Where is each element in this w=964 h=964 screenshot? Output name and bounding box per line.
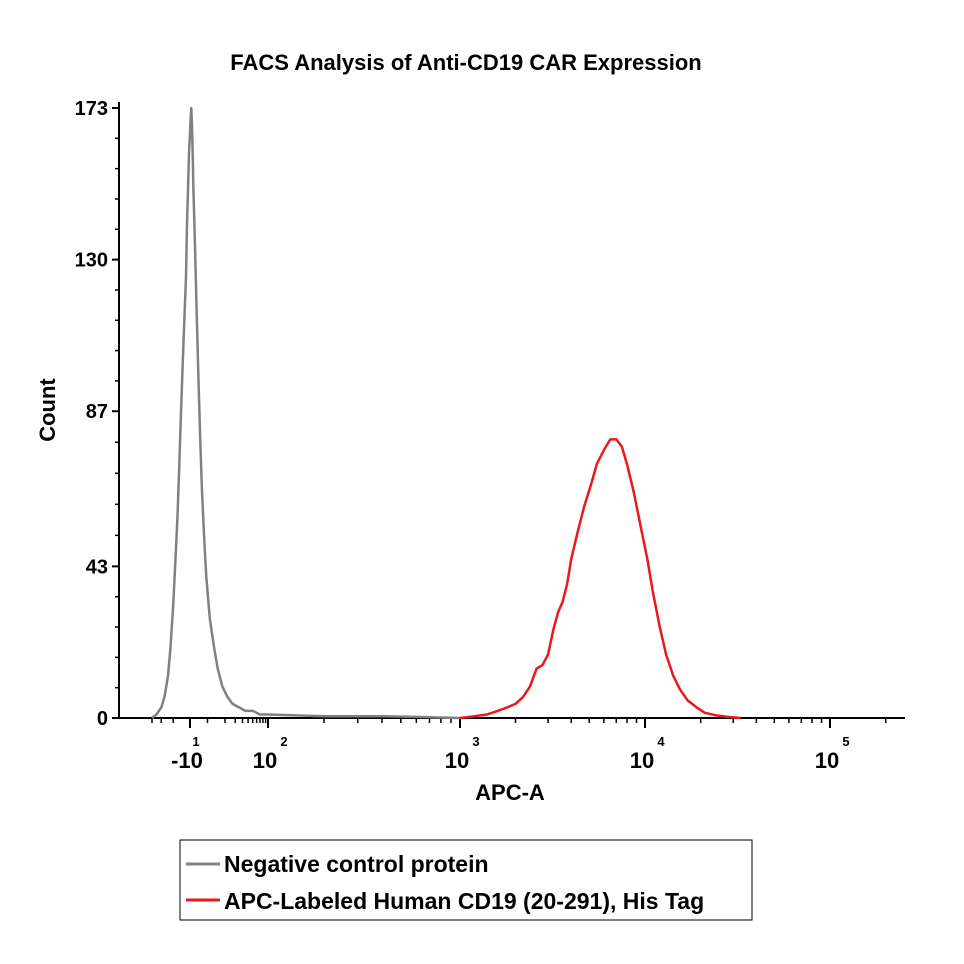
y-tick-label: 43 xyxy=(86,556,108,578)
legend: Negative control protein APC-Labeled Hum… xyxy=(179,839,753,921)
y-tick-label: 130 xyxy=(75,250,108,272)
y-tick-label: 0 xyxy=(97,708,108,730)
x-minor-ticks xyxy=(151,718,887,723)
y-axis-ticks: 0 43 87 130 173 xyxy=(75,98,119,730)
x-tick-label: 10 xyxy=(630,748,654,773)
x-tick-label: -10 xyxy=(171,748,203,773)
x-tick-exponent: 3 xyxy=(472,734,479,749)
series-layer xyxy=(151,106,742,720)
x-tick-exponent: 4 xyxy=(657,734,665,749)
series-line-apc-cd19 xyxy=(459,438,742,720)
x-tick-exponent: 2 xyxy=(280,734,287,749)
x-tick-label: 10 xyxy=(445,748,469,773)
x-axis-label: APC-A xyxy=(475,780,545,805)
x-tick-exponent: 5 xyxy=(842,734,849,749)
chart-title: FACS Analysis of Anti-CD19 CAR Expressio… xyxy=(230,50,701,75)
y-tick-label: 173 xyxy=(75,98,108,120)
x-tick-exponent: 1 xyxy=(192,734,199,749)
y-axis-label: Count xyxy=(35,378,60,442)
x-tick-label: 10 xyxy=(815,748,839,773)
legend-box xyxy=(179,839,753,921)
legend-label-apc: APC-Labeled Human CD19 (20-291), His Tag xyxy=(224,888,704,914)
legend-label-negative: Negative control protein xyxy=(224,851,489,877)
series-line-negative-control xyxy=(151,106,461,720)
x-tick-label: 10 xyxy=(253,748,277,773)
y-tick-label: 87 xyxy=(86,401,108,423)
